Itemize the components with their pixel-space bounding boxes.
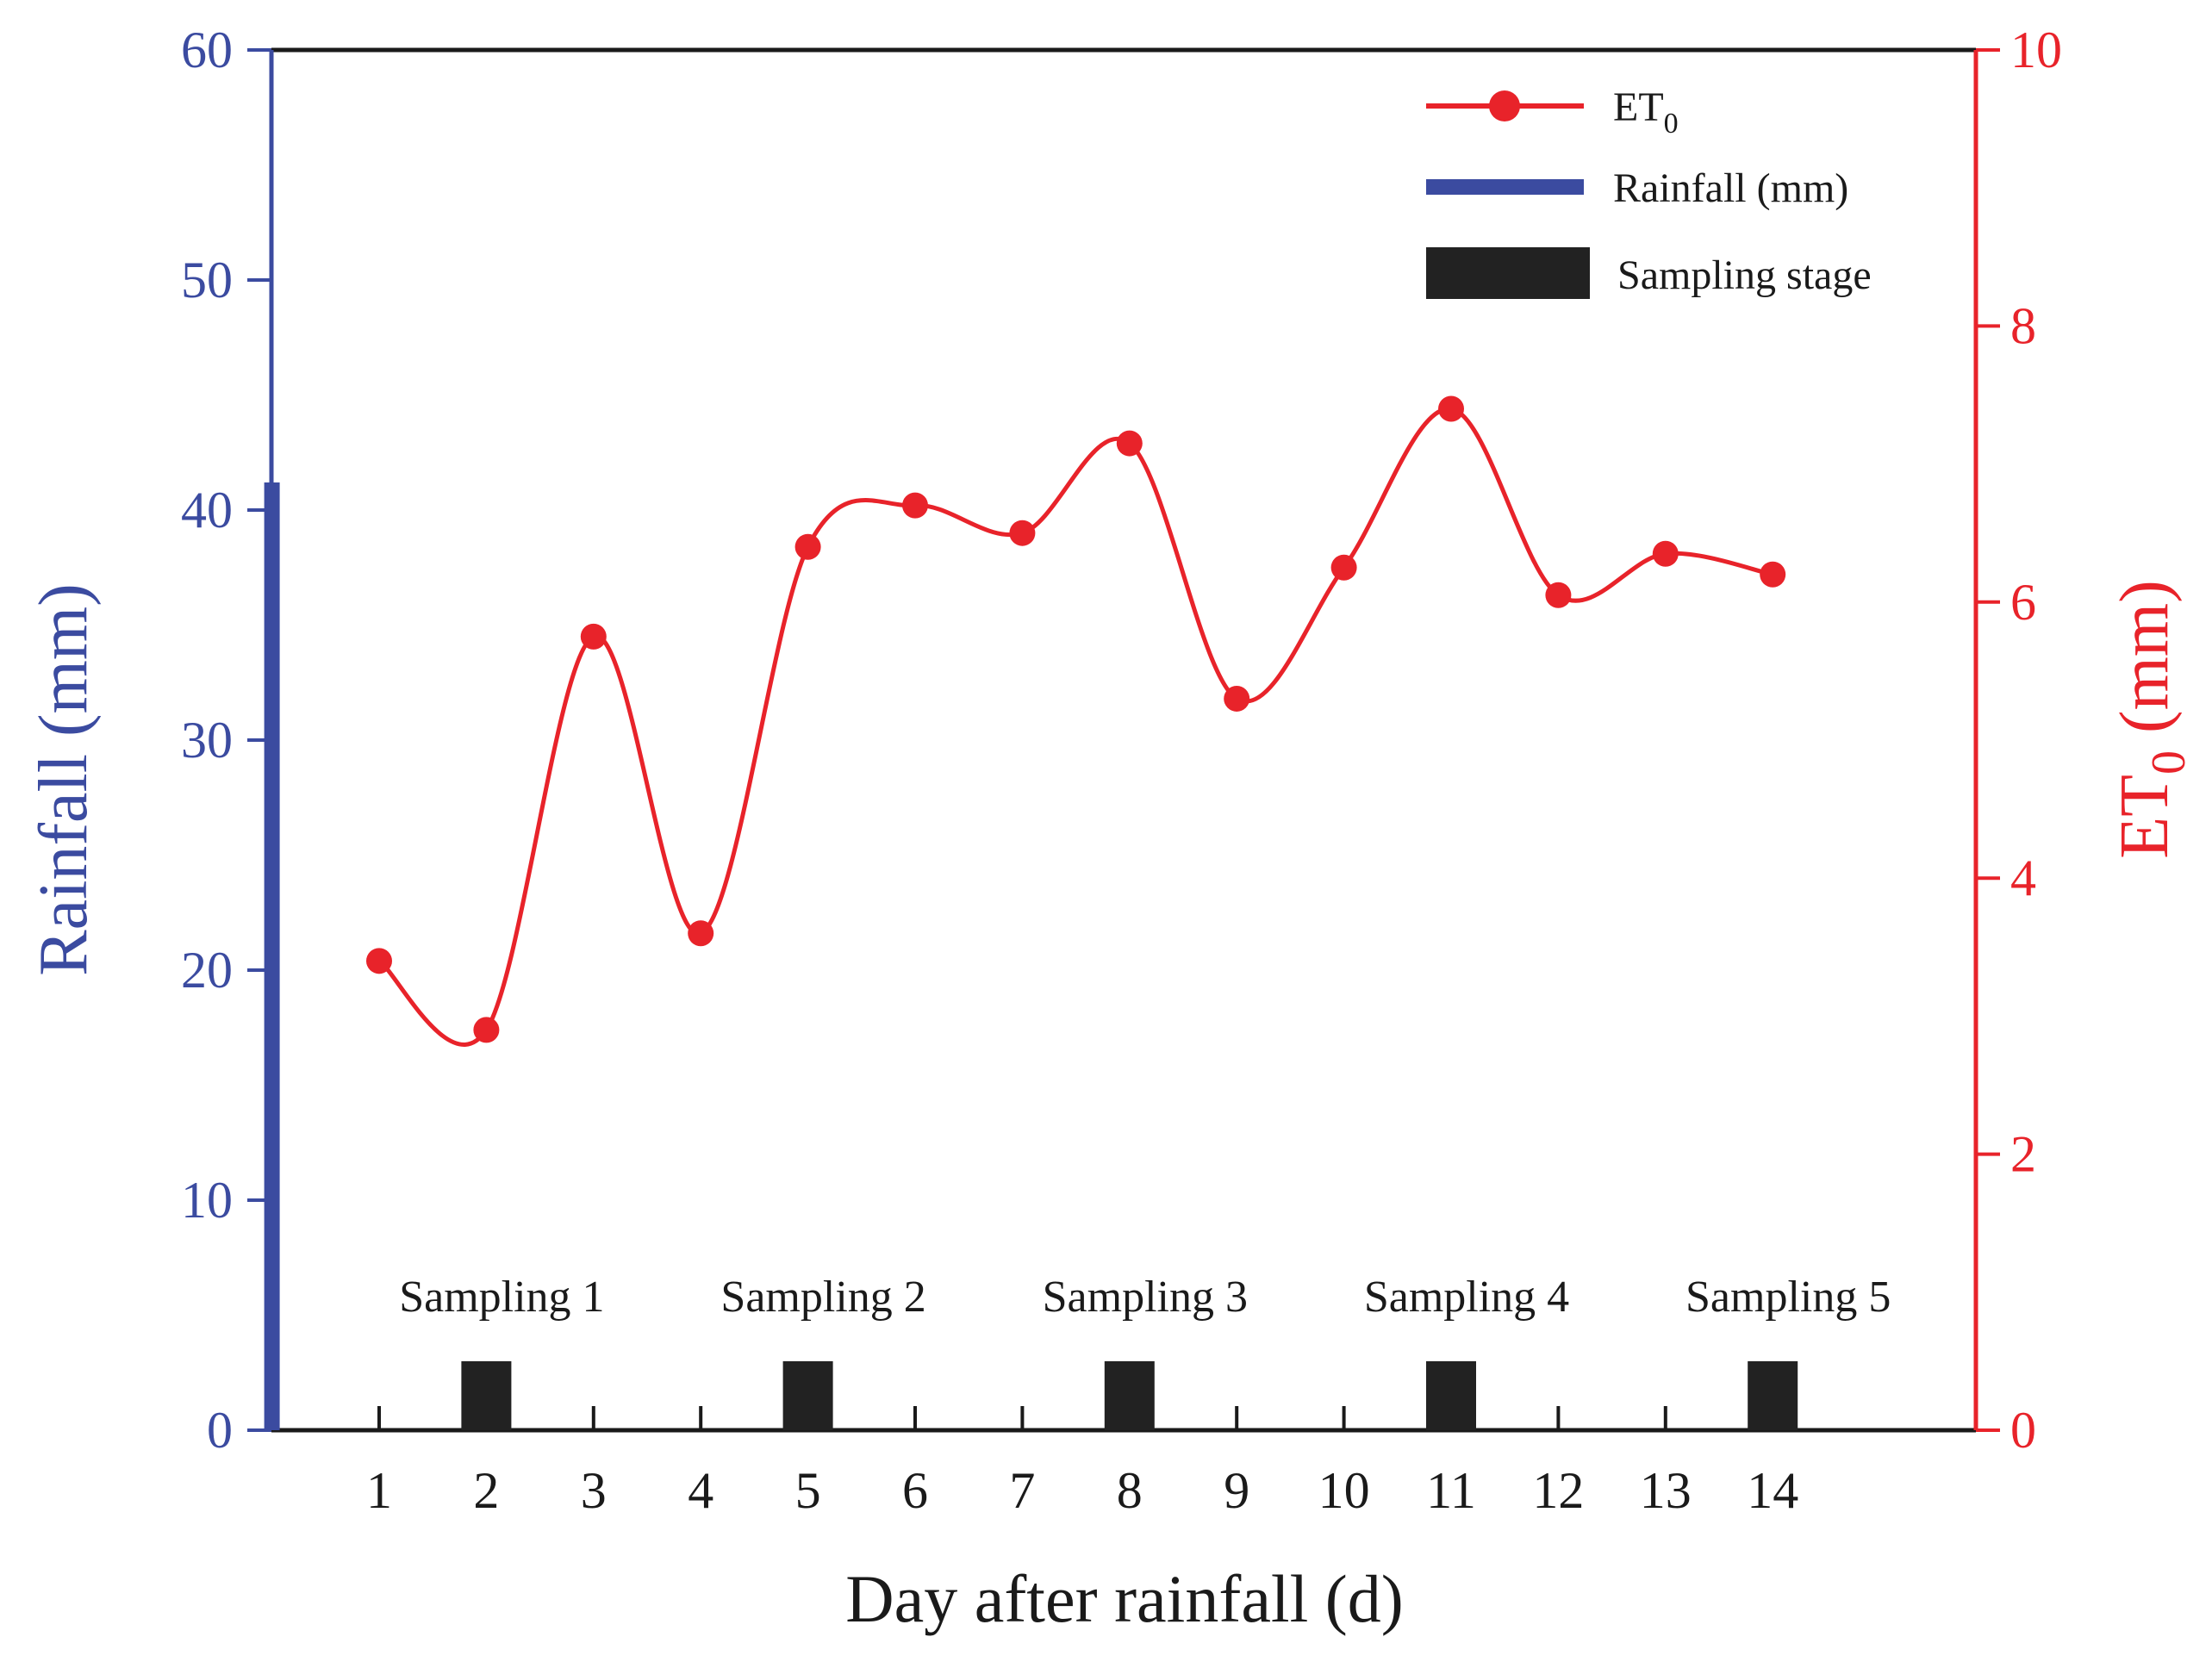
sampling-stage-bar bbox=[782, 1360, 833, 1430]
sampling-stage-bar bbox=[1426, 1360, 1476, 1430]
legend-et0-marker bbox=[1489, 90, 1520, 121]
left-axis-title: Rainfall (mm) bbox=[26, 583, 102, 975]
right-tick-label: 8 bbox=[2010, 297, 2036, 354]
et0-point bbox=[1652, 540, 1679, 567]
sampling-stage-label: Sampling 2 bbox=[720, 1273, 925, 1322]
legend-sampling-label: Sampling stage bbox=[1617, 252, 1872, 298]
et0-point bbox=[1545, 582, 1572, 608]
sampling-stage-label: Sampling 3 bbox=[1043, 1273, 1248, 1322]
left-tick-label: 60 bbox=[181, 22, 233, 78]
right-axis-title: ET0 (mm) bbox=[2107, 580, 2196, 858]
et0-point bbox=[1330, 554, 1357, 581]
left-tick-label: 10 bbox=[181, 1172, 233, 1229]
x-tick-label: 8 bbox=[1117, 1462, 1143, 1519]
et0-point bbox=[580, 623, 607, 650]
legend-et0-label: ET0 bbox=[1613, 84, 1679, 140]
left-tick-label: 30 bbox=[181, 712, 233, 769]
et0-point bbox=[1009, 520, 1036, 546]
legend-sampling-swatch bbox=[1426, 247, 1590, 299]
et0-line bbox=[377, 407, 1773, 1047]
sampling-stage-label: Sampling 4 bbox=[1364, 1273, 1569, 1322]
legend-rainfall-swatch bbox=[1426, 179, 1584, 195]
et0-point bbox=[366, 948, 392, 974]
right-tick-label: 0 bbox=[2010, 1402, 2036, 1459]
x-tick-label: 3 bbox=[581, 1462, 607, 1519]
et0-point bbox=[1438, 395, 1464, 422]
sampling-stage-bar bbox=[1104, 1360, 1155, 1430]
x-tick-label: 1 bbox=[366, 1462, 392, 1519]
legend-rainfall-label: Rainfall (mm) bbox=[1613, 165, 1848, 211]
et0-point bbox=[794, 533, 821, 560]
x-tick-label: 13 bbox=[1640, 1462, 1692, 1519]
x-tick-label: 2 bbox=[473, 1462, 499, 1519]
x-tick-label: 12 bbox=[1532, 1462, 1584, 1519]
left-tick-label: 50 bbox=[181, 252, 233, 308]
x-tick-label: 10 bbox=[1318, 1462, 1370, 1519]
x-tick-label: 5 bbox=[795, 1462, 821, 1519]
right-tick-label: 6 bbox=[2010, 574, 2036, 631]
legend: ET0 Rainfall (mm) Sampling stage bbox=[1426, 84, 1872, 299]
right-tick-label: 2 bbox=[2010, 1126, 2036, 1183]
x-tick-label: 11 bbox=[1426, 1462, 1476, 1519]
rainfall-bar bbox=[264, 482, 280, 1431]
right-tick-label: 10 bbox=[2010, 22, 2062, 78]
et0-point bbox=[1224, 685, 1250, 712]
sampling-stage-label: Sampling 1 bbox=[399, 1273, 604, 1322]
sampling-stage-label: Sampling 5 bbox=[1685, 1273, 1891, 1322]
x-axis-title: Day after rainfall (d) bbox=[845, 1561, 1403, 1636]
x-tick-label: 6 bbox=[902, 1462, 928, 1519]
x-tick-label: 4 bbox=[688, 1462, 713, 1519]
left-tick-label: 40 bbox=[181, 482, 233, 538]
x-tick-label: 9 bbox=[1224, 1462, 1249, 1519]
et0-point bbox=[1760, 561, 1786, 588]
sampling-stage-bar bbox=[1748, 1360, 1798, 1430]
et0-point bbox=[1116, 430, 1143, 457]
et0-point bbox=[902, 492, 928, 519]
et0-point bbox=[473, 1017, 500, 1043]
et0-point bbox=[688, 920, 714, 947]
left-tick-label: 20 bbox=[181, 942, 233, 999]
right-tick-label: 4 bbox=[2010, 850, 2036, 906]
x-tick-label: 7 bbox=[1009, 1462, 1035, 1519]
left-tick-label: 0 bbox=[207, 1402, 233, 1459]
x-tick-label: 14 bbox=[1747, 1462, 1798, 1519]
sampling-stage-bar bbox=[461, 1360, 512, 1430]
